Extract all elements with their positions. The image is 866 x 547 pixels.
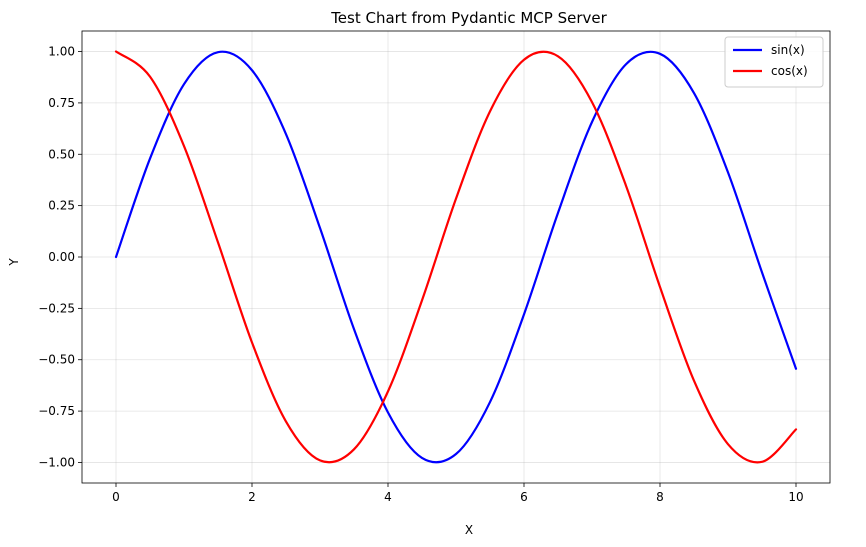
legend-label: sin(x) <box>771 43 805 57</box>
plot-series <box>114 50 798 464</box>
y-tick-label: 0.75 <box>48 96 75 110</box>
y-tick-label: 0.50 <box>48 147 75 161</box>
legend: sin(x) cos(x) <box>724 36 824 88</box>
y-axis: −1.00 −0.75 −0.50 −0.25 0.00 0.25 0.50 0.75 1.00 <box>38 45 82 469</box>
y-tick-label: −0.25 <box>38 301 75 315</box>
legend-label: cos(x) <box>771 64 808 78</box>
x-tick-label: 4 <box>384 490 392 504</box>
y-tick-label: −1.00 <box>38 455 75 469</box>
y-tick-label: 0.25 <box>48 199 75 213</box>
x-axis: 0 2 4 6 8 10 <box>112 483 804 504</box>
series-line-cos-x <box>114 50 798 464</box>
y-tick-label: −0.50 <box>38 353 75 367</box>
x-tick-label: 8 <box>656 490 664 504</box>
y-axis-label: Y <box>7 258 21 267</box>
chart-title: Test Chart from Pydantic MCP Server <box>330 9 607 27</box>
x-axis-label: X <box>465 523 473 537</box>
y-tick-label: 0.00 <box>48 250 75 264</box>
x-tick-label: 6 <box>520 490 528 504</box>
series-line-sin-x <box>114 50 798 464</box>
grid <box>82 31 830 483</box>
x-tick-label: 2 <box>248 490 256 504</box>
x-tick-label: 10 <box>788 490 803 504</box>
x-tick-label: 0 <box>112 490 120 504</box>
y-tick-label: 1.00 <box>48 45 75 59</box>
y-tick-label: −0.75 <box>38 404 75 418</box>
